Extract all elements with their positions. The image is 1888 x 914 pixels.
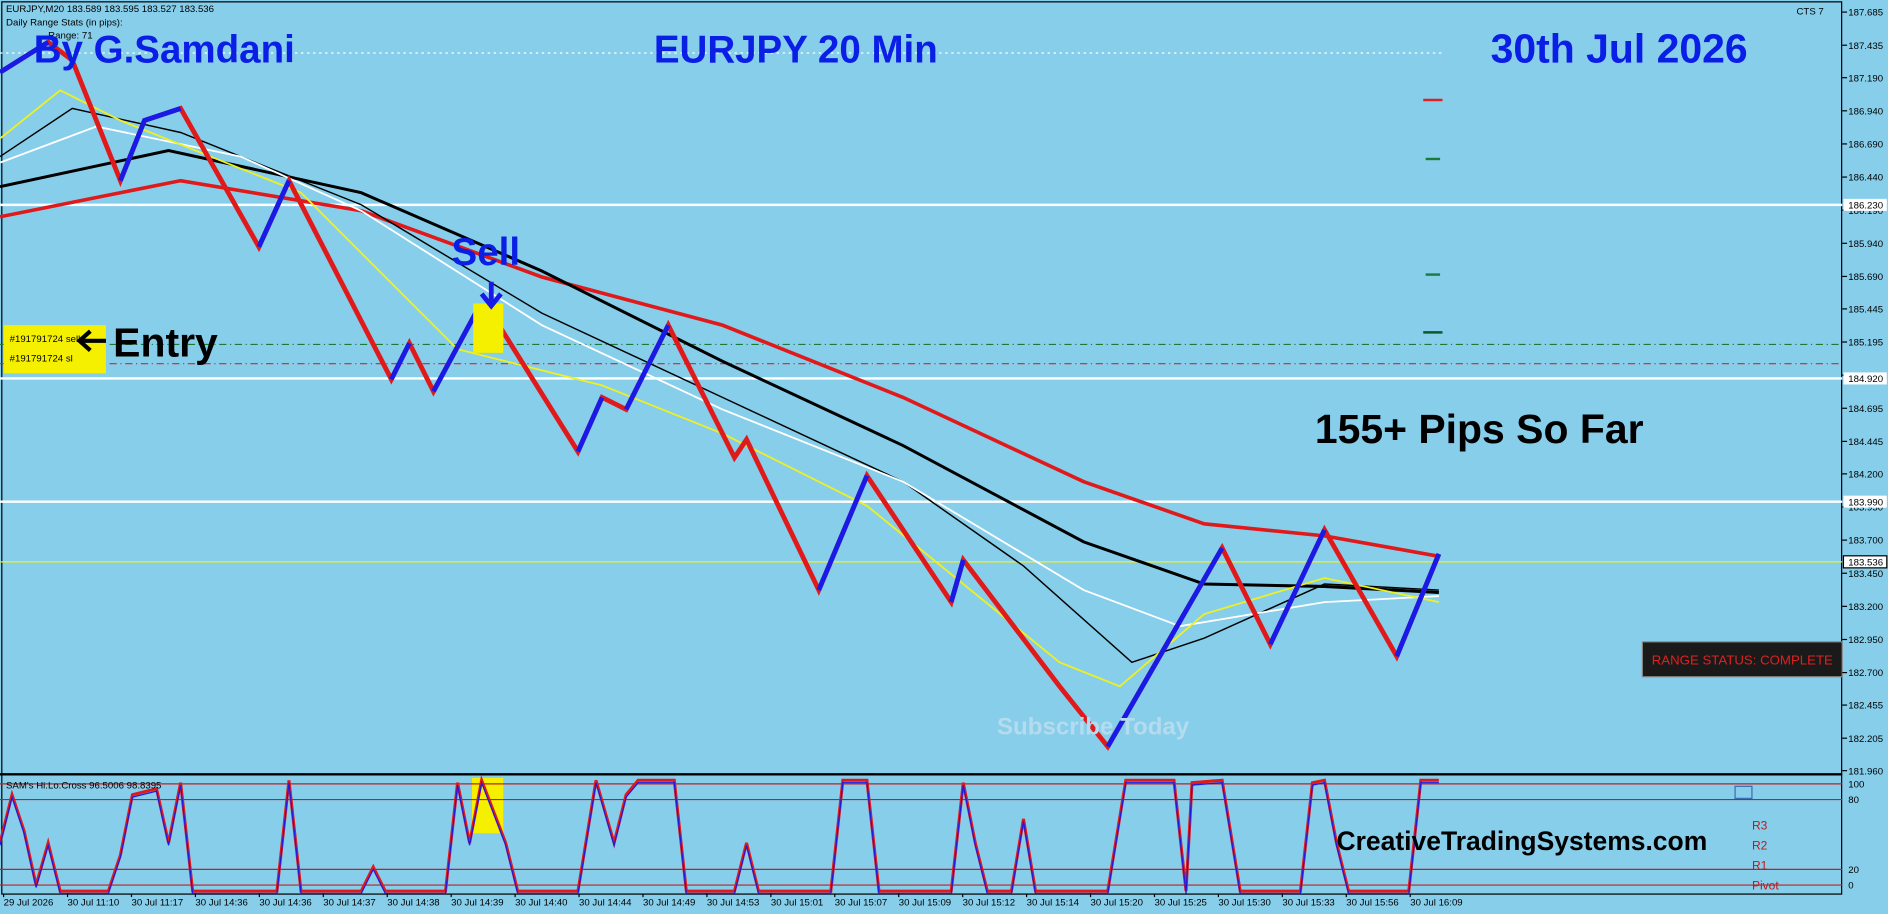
time-tick-label: 30 Jul 14:38 — [387, 898, 439, 909]
level-label-box — [1843, 198, 1887, 211]
time-tick-label: 30 Jul 14:37 — [323, 898, 375, 909]
version: CTS 7 — [1796, 7, 1823, 18]
level-label: 186.230 — [1848, 200, 1883, 211]
level-label-box — [1843, 372, 1887, 385]
website: CreativeTradingSystems.com — [1337, 826, 1708, 856]
price-tick-label: 186.190 — [1848, 206, 1883, 217]
entry-label: Entry — [113, 319, 218, 365]
logo-icon — [1734, 785, 1753, 799]
range-status-box — [1641, 641, 1843, 678]
price-tick-label: 186.690 — [1848, 140, 1883, 151]
price-tick-label: 187.435 — [1848, 41, 1883, 52]
time-tick-label: 29 Jul 2026 — [4, 898, 54, 909]
price-tick-label: 183.450 — [1848, 569, 1883, 580]
pivot-label: R2 — [1752, 839, 1768, 853]
sell-label: Sell — [452, 231, 521, 274]
time-tick-label: 30 Jul 15:01 — [771, 898, 823, 909]
indicator-level-label: 80 — [1848, 795, 1859, 806]
title: EURJPY 20 Min — [654, 29, 938, 72]
indicator-level-label: 20 — [1848, 865, 1859, 876]
order-label: #191791724 sl — [10, 353, 73, 364]
level-label-box — [1843, 495, 1887, 508]
price-tick-label: 183.200 — [1848, 602, 1883, 613]
time-tick-label: 30 Jul 14:39 — [451, 898, 503, 909]
pivot-label: R1 — [1752, 858, 1768, 872]
price-tick-label: 182.205 — [1848, 734, 1883, 745]
price-tick-label: 182.700 — [1848, 668, 1883, 679]
time-tick-label: 30 Jul 15:20 — [1091, 898, 1143, 909]
pivot-label: R3 — [1752, 819, 1768, 833]
ma-white — [0, 125, 1439, 628]
time-tick-label: 30 Jul 15:09 — [899, 898, 951, 909]
time-tick-label: 30 Jul 14:40 — [515, 898, 567, 909]
price-tick-label: 185.445 — [1848, 305, 1883, 316]
pips-label: 155+ Pips So Far — [1315, 406, 1644, 452]
time-tick-label: 30 Jul 14:36 — [259, 898, 311, 909]
price-tick-label: 183.950 — [1848, 503, 1883, 514]
price-tick-label: 185.940 — [1848, 239, 1883, 250]
time-tick-label: 30 Jul 15:14 — [1027, 898, 1080, 909]
author: By G.Samdani — [34, 29, 295, 72]
order-label: #191791724 sell — [10, 334, 81, 345]
price-tick-label: 183.700 — [1848, 536, 1883, 547]
time-tick-label: 30 Jul 14:44 — [579, 898, 632, 909]
price-tick-label: 184.445 — [1848, 437, 1883, 448]
ma-black-thick — [0, 149, 1439, 594]
time-tick-label: 30 Jul 14:53 — [707, 898, 759, 909]
price-tick-label: 182.455 — [1848, 701, 1883, 712]
current-price-box — [1842, 555, 1888, 569]
price-tick-label: 184.695 — [1848, 404, 1883, 415]
subscribe-label: Subscribe Today — [997, 714, 1190, 741]
price-tick-label: 186.440 — [1848, 173, 1883, 184]
price-tick-label: 181.960 — [1848, 766, 1883, 777]
level-label: 184.920 — [1848, 374, 1883, 385]
price-tick-label: 187.685 — [1848, 8, 1883, 19]
time-tick-label: 30 Jul 14:49 — [643, 898, 695, 909]
time-tick-label: 30 Jul 11:17 — [131, 898, 183, 909]
ma-red — [0, 178, 1440, 559]
price-tick-label: 182.950 — [1848, 635, 1883, 646]
info-line: Daily Range Stats (in pips): — [6, 17, 123, 28]
price-tick-label: 186.940 — [1848, 106, 1883, 117]
time-tick-label: 30 Jul 15:56 — [1346, 898, 1398, 909]
pivot-label: Pivot — [1752, 878, 1779, 892]
time-tick-label: 30 Jul 16:09 — [1410, 898, 1462, 909]
time-tick-label: 30 Jul 15:12 — [963, 898, 1015, 909]
info-line: EURJPY,M20 183.589 183.595 183.527 183.5… — [6, 4, 214, 15]
indicator-line — [0, 780, 1439, 895]
time-tick-label: 30 Jul 15:30 — [1218, 898, 1270, 909]
info-line: Range: 71 — [48, 31, 92, 42]
entry-arrow — [76, 329, 106, 353]
price-tick-label: 185.690 — [1848, 272, 1883, 283]
indicator-level-label: 100 — [1848, 780, 1864, 791]
time-tick-label: 30 Jul 14:36 — [195, 898, 247, 909]
sell-highlight — [473, 303, 504, 353]
time-tick-label: 30 Jul 15:33 — [1282, 898, 1334, 909]
indicator-label: SAM's Hi.Lo.Cross 96.5006 98.8395 — [6, 781, 161, 792]
range-status: RANGE STATUS: COMPLETE — [1652, 653, 1833, 668]
price-tick-label: 184.200 — [1848, 469, 1883, 480]
date: 30th Jul 2026 — [1491, 26, 1748, 72]
time-tick-label: 30 Jul 15:25 — [1154, 898, 1206, 909]
level-label: 183.990 — [1848, 497, 1883, 508]
ma-black-thin — [0, 107, 1439, 664]
sell-arrow — [479, 281, 503, 310]
price-tick-label: 187.190 — [1848, 73, 1883, 84]
indicator-level-label: 0 — [1848, 881, 1853, 892]
price-tick-label: 185.195 — [1848, 338, 1883, 349]
time-tick-label: 30 Jul 11:10 — [68, 898, 120, 909]
time-tick-label: 30 Jul 15:07 — [835, 898, 887, 909]
current-price-label: 183.536 — [1848, 557, 1883, 568]
